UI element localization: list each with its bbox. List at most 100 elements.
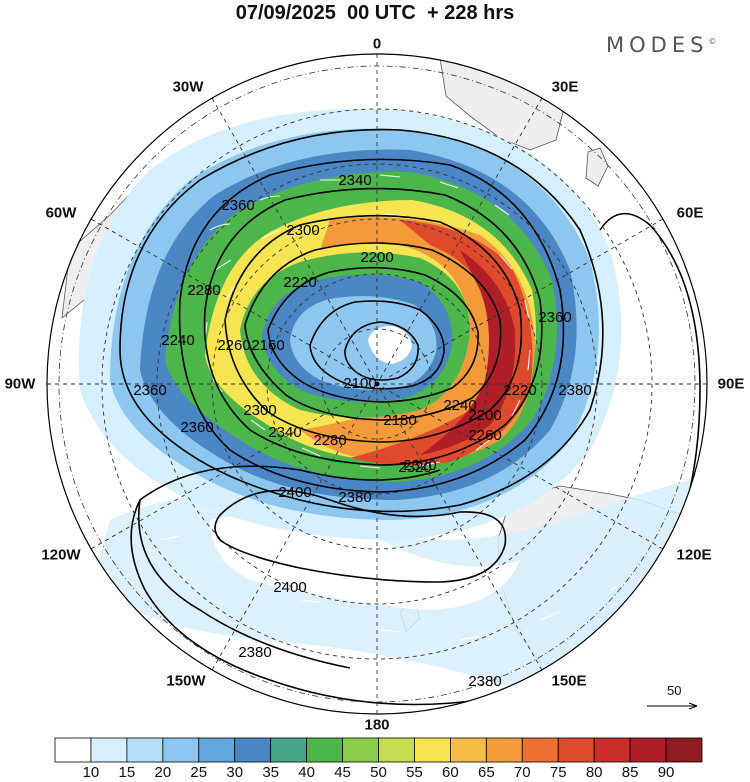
contour-label: 2400 [273, 579, 306, 596]
lon-label-120e: 120E [676, 546, 712, 564]
colorbar-swatch [485, 737, 523, 763]
colorbar-tick-label: 50 [370, 764, 387, 781]
colorbar-swatch [234, 737, 272, 763]
contour-label: 2240 [161, 332, 194, 349]
vector-stream-5 [159, 535, 629, 641]
contour-label: 2180 [383, 412, 416, 429]
colorbar-tick-label: 70 [513, 764, 531, 781]
contour-label: 2220 [503, 382, 536, 399]
shade-core-blue [290, 296, 437, 390]
shade-core-white [368, 326, 412, 364]
contour-label: 2360 [221, 197, 254, 214]
colorbar-tick-label: 20 [154, 764, 172, 781]
contour-label: 2380 [238, 644, 271, 661]
contour-label: 2260 [217, 337, 250, 354]
brand-logo: MODES© [606, 33, 716, 57]
colorbar-swatch [90, 737, 128, 763]
shade-weak-belt-inner [210, 513, 520, 610]
colorbar-tick-label: 60 [442, 764, 459, 781]
colorbar-tick-label: 75 [549, 764, 567, 781]
contour-label: 2360 [180, 419, 213, 436]
colorbar-swatch [162, 737, 200, 763]
colorbar-swatch [342, 737, 379, 763]
lon-label-30e: 30E [551, 78, 579, 96]
contour-label: 2400 [278, 484, 311, 501]
contour-label: 2280 [187, 282, 220, 299]
contour-labels: 2340 2360 2300 2200 2220 2280 2260 2240 … [133, 172, 591, 690]
colorbar-swatch [557, 737, 595, 763]
colorbar-tick-label: 85 [621, 764, 639, 781]
contour-label: 2300 [243, 402, 276, 419]
wind-vectors [159, 174, 629, 641]
colorbar-tick-label: 10 [82, 764, 100, 781]
contour-label: 2100 [343, 375, 376, 392]
lon-label-60e: 60E [676, 204, 704, 222]
brand-mark: © [708, 37, 717, 46]
contour-2220 [244, 242, 502, 421]
vector-stream-3 [359, 299, 531, 469]
lon-label-120w: 120W [41, 546, 81, 564]
colorbar-swatch [629, 737, 667, 763]
contour-label: 2320 [398, 459, 431, 476]
colorbar-swatch [665, 737, 703, 763]
shade-90 [420, 250, 516, 455]
lon-label-90w: 90W [4, 375, 36, 393]
south-pole-marker [374, 381, 380, 387]
colorbar-tick-label: 55 [406, 764, 423, 781]
contour-2400 [214, 489, 507, 583]
contour-label: 2300 [286, 222, 319, 239]
map-layers: 2340 2360 2300 2200 2220 2280 2260 2240 … [47, 54, 707, 714]
contour-label: 2360 [538, 309, 571, 326]
lon-label-0: 0 [372, 35, 382, 53]
lon-label-180: 180 [364, 716, 390, 734]
colorbar-swatch [449, 737, 487, 763]
lon-label-30w: 30W [172, 78, 204, 96]
contour-label: 2160 [251, 337, 284, 354]
colorbar-swatch [378, 737, 415, 763]
colorbar-tick-label: 30 [226, 764, 244, 781]
colorbar-tick-label: 45 [334, 764, 351, 781]
brand-text: MODES [606, 33, 709, 57]
colorbar-tick-label: 35 [262, 764, 279, 781]
contour-label: 2380 [468, 673, 501, 690]
colorbar-tick-label: 65 [477, 764, 495, 781]
lon-label-90e: 90E [717, 375, 745, 393]
colorbar-swatch [521, 737, 559, 763]
colorbar-tick-label: 25 [190, 764, 208, 781]
contour-label: 2220 [283, 274, 316, 291]
contour-2360 [119, 128, 604, 513]
contour-2340 [178, 158, 565, 493]
contour-2140 [309, 300, 445, 390]
colorbar-swatch [593, 737, 631, 763]
reference-vector-label: 50 [667, 683, 682, 698]
contour-label: 2360 [133, 382, 166, 399]
colorbar-tick-label: 15 [118, 764, 136, 781]
latitude-circle-3 [211, 218, 543, 550]
colorbar [54, 737, 703, 763]
contour-label: 2380 [558, 382, 591, 399]
contour-2300 [203, 187, 543, 466]
height-contours [119, 128, 701, 706]
contour-2180 [267, 266, 479, 403]
contour-label: 2340 [268, 424, 301, 441]
colorbar-tick-label: 40 [298, 764, 315, 781]
land-madagascar [585, 147, 609, 187]
colorbar-swatch [126, 737, 164, 763]
map-title: 07/09/2025 00 UTC + 228 hrs [235, 2, 515, 24]
lon-label-150e: 150E [551, 672, 587, 690]
map-boundary-inner [58, 65, 696, 703]
contour-2380-outer [130, 212, 701, 706]
contour-label: 2320 [403, 457, 436, 474]
colorbar-swatch [414, 737, 451, 763]
contour-label: 2260 [468, 427, 501, 444]
vector-stream-1 [209, 174, 510, 231]
latitude-circle-5 [101, 108, 653, 660]
contour-label: 2240 [443, 397, 476, 414]
map-boundary [46, 53, 708, 715]
contour-2260 [224, 214, 523, 443]
colorbar-tick-label: 90 [657, 764, 675, 781]
contour-label: 2200 [468, 407, 501, 424]
contour-2380-south [138, 499, 351, 669]
reference-vector-arrow [647, 702, 698, 710]
